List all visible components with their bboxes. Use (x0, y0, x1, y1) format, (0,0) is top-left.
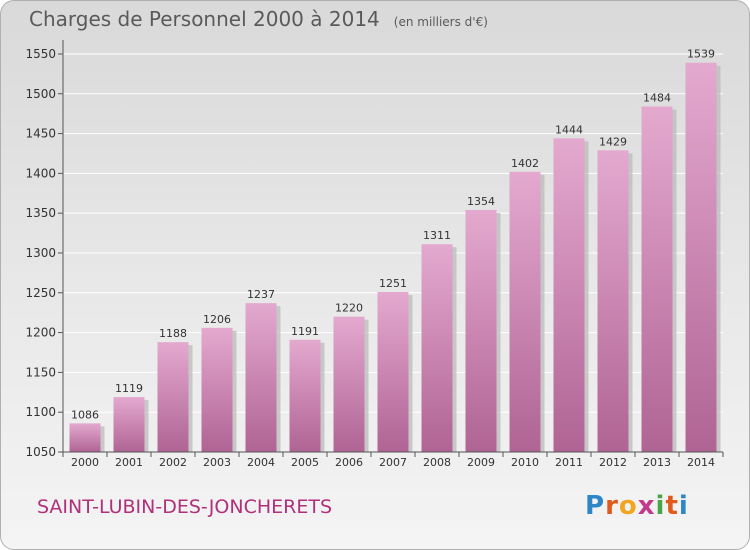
bar-2005 (289, 339, 321, 452)
x-tick-label-2001: 2001 (115, 456, 143, 469)
value-label-2013: 1484 (643, 92, 671, 105)
y-tick-label-1350: 1350 (25, 206, 56, 220)
bars: 1086 1119 1188 1206 1237 1191 1220 1251 1311 1354… (69, 48, 721, 453)
bar-2009 (465, 209, 497, 452)
bar-2006 (333, 316, 365, 452)
x-tick-label-2006: 2006 (335, 456, 363, 469)
y-tick-label-1100: 1100 (25, 405, 56, 419)
commune-name: SAINT-LUBIN-DES-JONCHERETS (37, 496, 333, 518)
proxiti-logo: Proxiti (585, 491, 689, 521)
value-label-2007: 1251 (379, 277, 407, 290)
bar-2000 (69, 423, 101, 452)
logo-letter: t (665, 491, 679, 521)
x-tick-label-2009: 2009 (467, 456, 495, 469)
bar-2004 (245, 303, 277, 452)
bar-2003 (201, 327, 233, 452)
bar-2001 (113, 397, 145, 452)
value-label-2006: 1220 (335, 302, 363, 315)
bar-2011 (553, 138, 585, 452)
logo-letter: i (655, 491, 666, 521)
value-label-2011: 1444 (555, 123, 583, 136)
value-label-2010: 1402 (511, 157, 539, 170)
logo-letter: o (618, 491, 638, 521)
logo-letter: r (605, 491, 619, 521)
value-label-2012: 1429 (599, 135, 627, 148)
bar-2013 (641, 106, 673, 453)
bar-2007 (377, 291, 409, 452)
logo-letter: x (637, 491, 656, 521)
y-tick-label-1050: 1050 (25, 445, 56, 459)
value-label-2014: 1539 (687, 48, 715, 61)
axes: 1050 1100 1150 1200 1250 1300 1350 1400 1450 1500… (25, 40, 724, 469)
chart-subtitle: (en milliers d'€) (393, 15, 488, 29)
value-label-2009: 1354 (467, 195, 495, 208)
x-tick-label-2008: 2008 (423, 456, 451, 469)
value-label-2008: 1311 (423, 229, 451, 242)
bar-2014 (685, 62, 717, 452)
x-tick-label-2003: 2003 (203, 456, 231, 469)
x-tick-label-2005: 2005 (291, 456, 319, 469)
value-label-2002: 1188 (159, 327, 187, 340)
value-label-2003: 1206 (203, 313, 231, 326)
y-tick-label-1150: 1150 (25, 365, 56, 379)
y-tick-label-1250: 1250 (25, 286, 56, 300)
value-label-2000: 1086 (71, 408, 99, 421)
y-tick-label-1450: 1450 (25, 127, 56, 141)
x-tick-label-2007: 2007 (379, 456, 407, 469)
chart-title: Charges de Personnel 2000 à 2014 (en mill… (29, 7, 488, 31)
x-tick-label-2000: 2000 (71, 456, 99, 469)
y-tick-label-1400: 1400 (25, 166, 56, 180)
bar-2010 (509, 171, 541, 452)
y-tick-label-1550: 1550 (25, 47, 56, 61)
x-tick-label-2004: 2004 (247, 456, 275, 469)
value-label-2005: 1191 (291, 325, 319, 338)
value-label-2001: 1119 (115, 382, 143, 395)
bar-2008 (421, 244, 453, 452)
y-tick-label-1200: 1200 (25, 326, 56, 340)
x-tick-label-2011: 2011 (555, 456, 583, 469)
bar-2002 (157, 342, 189, 452)
x-tick-label-2010: 2010 (511, 456, 539, 469)
x-tick-label-2013: 2013 (643, 456, 671, 469)
bar-2012 (597, 150, 629, 453)
y-tick-label-1500: 1500 (25, 87, 56, 101)
logo-letter: P (585, 491, 606, 521)
y-tick-label-1300: 1300 (25, 246, 56, 260)
x-tick-label-2002: 2002 (159, 456, 187, 469)
logo-letter: i (678, 491, 689, 521)
value-label-2004: 1237 (247, 288, 275, 301)
x-tick-label-2014: 2014 (687, 456, 715, 469)
x-tick-label-2012: 2012 (599, 456, 627, 469)
